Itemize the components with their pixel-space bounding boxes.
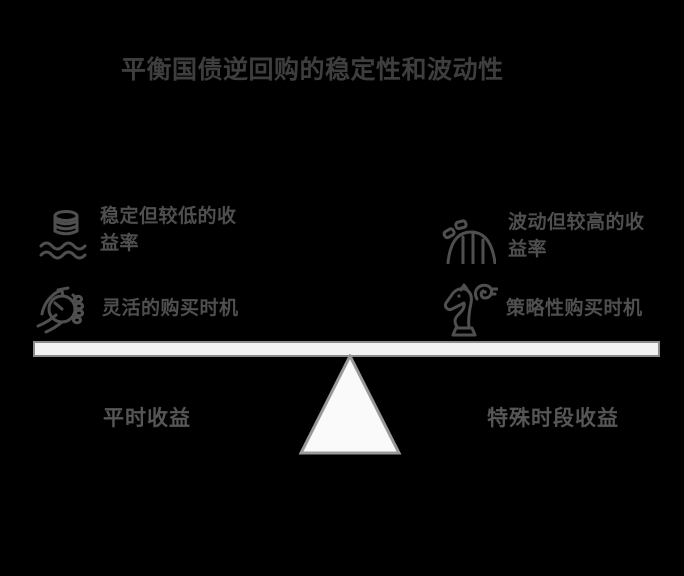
list-item-label: 稳定但较低的收益率	[100, 206, 237, 254]
coins-over-waves-icon	[38, 207, 90, 261]
list-item-label: 波动但较高的收益率	[508, 212, 645, 260]
fulcrum-triangle	[295, 354, 405, 456]
list-item-stable-yield: 稳定但较低的收益率	[38, 203, 242, 261]
list-item-strategic-timing: 策略性购买时机	[438, 281, 643, 337]
roller-coaster-icon	[442, 218, 496, 264]
right-pan-label: 特殊时段收益	[487, 407, 619, 430]
balance-beam	[33, 341, 660, 357]
hand-stopwatch-icon	[34, 282, 94, 334]
list-item-label: 灵活的购买时机	[102, 298, 239, 319]
list-item-volatile-yield: 波动但较高的收益率	[442, 209, 650, 264]
left-pan-label: 平时收益	[103, 407, 191, 430]
list-item-flexible-timing: 灵活的购买时机	[34, 282, 239, 334]
list-item-label: 策略性购买时机	[506, 298, 643, 319]
page-title: 平衡国债逆回购的稳定性和波动性	[121, 56, 504, 84]
chess-knight-icon	[438, 281, 498, 337]
